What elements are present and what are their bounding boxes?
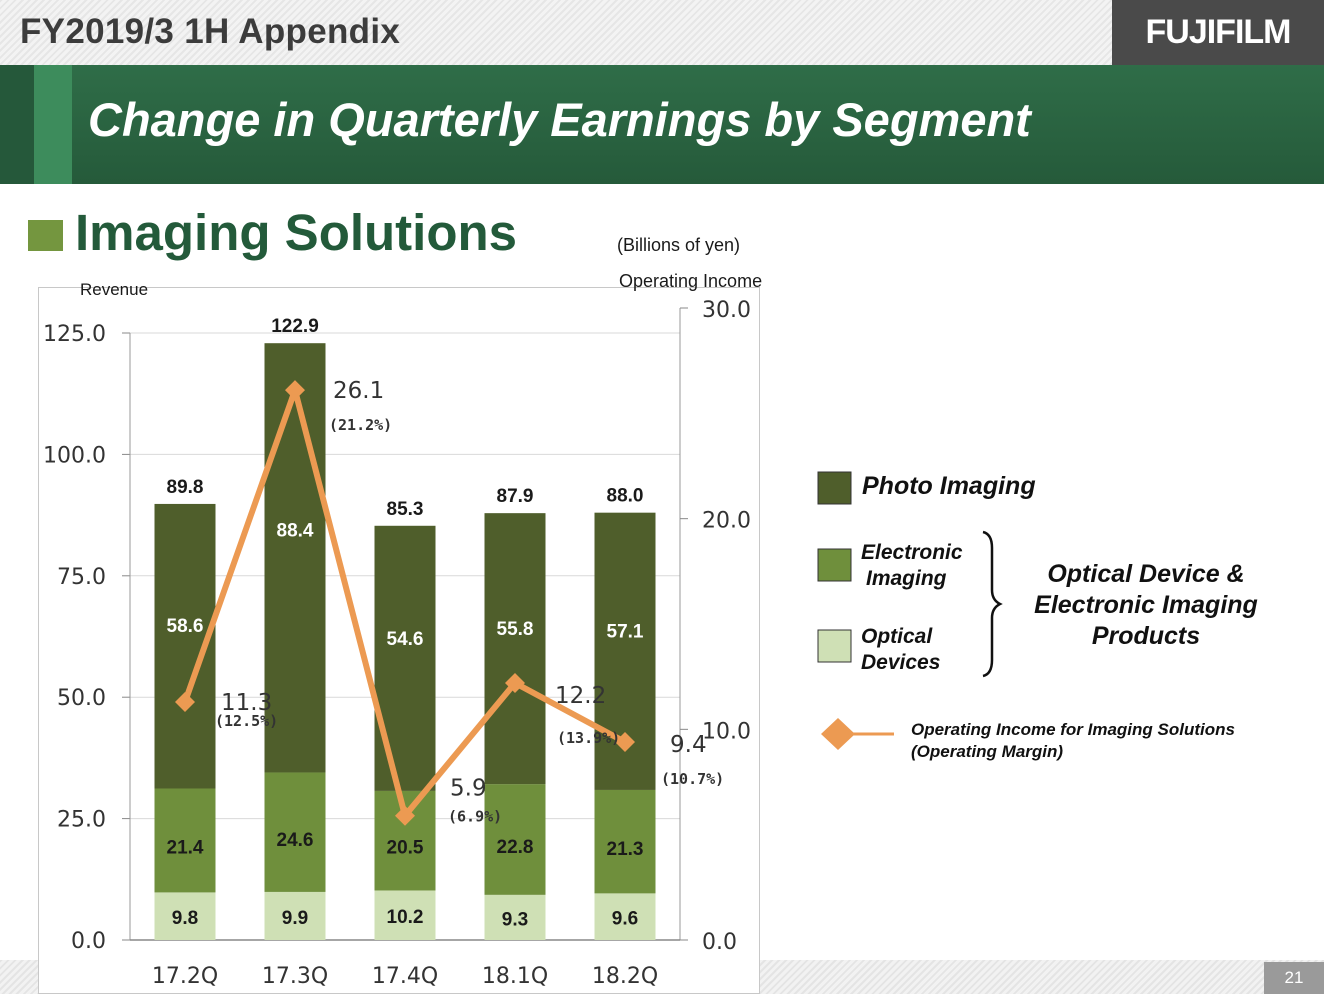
category-label: 18.2Q: [592, 964, 658, 989]
left-tick-label: 75.0: [57, 565, 106, 590]
left-tick-label: 50.0: [57, 686, 106, 711]
bar-electronic-imaging: [264, 772, 326, 892]
right-tick-label: 10.0: [702, 719, 751, 744]
operating-margin-label: (12.5%): [215, 712, 278, 730]
segment-value-label: 21.3: [607, 839, 644, 860]
segment-value-label: 9.3: [502, 909, 528, 930]
legend-swatch-electronic: [817, 548, 852, 582]
operating-margin-label: (6.9%): [448, 808, 502, 826]
right-tick-label: 30.0: [702, 298, 751, 323]
segment-value-label: 24.6: [277, 830, 314, 851]
operating-income-point: [615, 731, 635, 752]
segment-value-label: 21.4: [167, 838, 204, 859]
segment-value-label: 9.8: [172, 908, 198, 929]
right-tick-label: 20.0: [702, 509, 751, 534]
top-bar: FY2019/3 1H Appendix FUJIFILM: [0, 0, 1324, 65]
category-label: 17.2Q: [152, 964, 218, 989]
fujifilm-logo: FUJIFILM: [1112, 0, 1324, 65]
operating-income-label: 26.1: [333, 378, 384, 404]
legend-label-line: (Operating Margin): [911, 742, 1063, 761]
legend-diamond-icon: [821, 718, 855, 750]
operating-income-label: 11.3: [221, 690, 272, 716]
bar-optical-devices: [374, 890, 436, 940]
operating-income-point: [395, 805, 415, 826]
bar-total-label: 122.9: [271, 316, 319, 337]
legend-label-photo: Photo Imaging: [862, 472, 1036, 500]
operating-margin-label: (21.2%): [329, 416, 392, 434]
legend-brace-icon: [982, 530, 1003, 678]
logo-text: FUJIFILM: [1145, 13, 1292, 51]
segment-value-label: 9.6: [612, 909, 638, 930]
operating-income-label: 5.9: [450, 776, 487, 802]
bar-photo-imaging: [484, 513, 546, 785]
page-number: 21: [1264, 962, 1324, 994]
legend-label-optical: Devices: [861, 651, 940, 674]
bar-optical-devices: [594, 893, 656, 940]
title-banner: [0, 65, 1324, 184]
operating-income-label: 12.2: [555, 683, 606, 709]
segment-bullet-icon: [28, 220, 63, 251]
legend-label-electronic: Imaging: [866, 567, 947, 590]
bar-photo-imaging: [264, 343, 326, 773]
segment-value-label: 10.2: [387, 907, 424, 928]
bar-electronic-imaging: [594, 789, 656, 894]
bar-electronic-imaging: [154, 788, 216, 893]
legend-group-label: Electronic Imaging: [1034, 591, 1258, 619]
operating-income-label: 9.4: [670, 732, 707, 758]
page-header-title: FY2019/3 1H Appendix: [20, 12, 401, 51]
left-tick-label: 0.0: [71, 929, 106, 954]
banner-stripe-light: [34, 65, 72, 184]
operating-margin-label: (10.7%): [661, 770, 724, 788]
bar-electronic-imaging: [484, 784, 546, 895]
legend-label-optical: Optical: [861, 625, 933, 648]
segment-value-label: 22.8: [497, 837, 534, 858]
operating-income-point: [285, 380, 305, 401]
segment-value-label: 9.9: [282, 908, 308, 929]
legend-swatch-optical: [817, 629, 852, 663]
legend-label-line: Operating Income for Imaging Solutions: [911, 720, 1235, 739]
legend-label-electronic: Electronic: [861, 541, 963, 564]
category-label: 17.3Q: [262, 964, 328, 989]
left-axis-title: Revenue: [80, 280, 148, 299]
left-tick-label: 125.0: [43, 322, 106, 347]
segment-value-label: 54.6: [387, 629, 424, 650]
segment-value-label: 88.4: [277, 520, 314, 541]
operating-income-point: [505, 672, 525, 693]
legend-swatch-photo: [817, 471, 852, 505]
segment-value-label: 58.6: [167, 616, 204, 637]
category-label: 17.4Q: [372, 964, 438, 989]
category-label: 18.1Q: [482, 964, 548, 989]
bar-optical-devices: [264, 891, 326, 940]
segment-title: Imaging Solutions: [75, 204, 517, 261]
segment-value-label: 55.8: [497, 619, 534, 640]
right-tick-label: 0.0: [702, 930, 737, 955]
operating-margin-label: (13.9%): [557, 729, 620, 747]
bar-optical-devices: [154, 892, 216, 940]
unit-note: (Billions of yen): [617, 235, 741, 255]
bar-photo-imaging: [374, 525, 436, 791]
left-tick-label: 25.0: [57, 808, 106, 833]
bar-total-label: 85.3: [387, 499, 424, 520]
operating-income-point: [175, 691, 195, 712]
bar-total-label: 89.8: [167, 477, 204, 498]
banner-title: Change in Quarterly Earnings by Segment: [88, 93, 1031, 146]
bar-total-label: 87.9: [497, 486, 534, 507]
banner-stripe-dark: [0, 65, 34, 184]
segment-value-label: 20.5: [387, 838, 424, 859]
bar-optical-devices: [484, 894, 546, 940]
bar-total-label: 88.0: [607, 486, 644, 507]
legend-group-label: Products: [1092, 622, 1200, 650]
left-tick-label: 100.0: [43, 443, 106, 468]
right-axis-title: Operating Income: [619, 271, 762, 291]
legend-group-label: Optical Device &: [1047, 560, 1244, 588]
segment-value-label: 57.1: [607, 621, 644, 642]
